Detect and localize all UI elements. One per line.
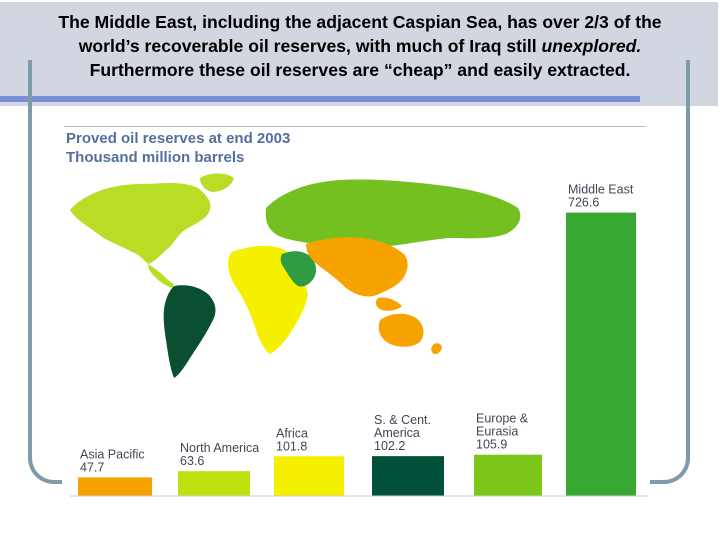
map-region-greenland bbox=[200, 173, 234, 192]
map-region-middle-east bbox=[280, 251, 317, 287]
category-label: Middle East bbox=[568, 183, 634, 197]
map-region-central-america bbox=[148, 264, 174, 288]
header-line-2: world’s recoverable oil reserves, with m… bbox=[0, 34, 720, 58]
map-region-europe-eurasia bbox=[265, 179, 521, 248]
category-label: Eurasia bbox=[476, 425, 518, 439]
chart-top-rule bbox=[64, 126, 646, 127]
bar-africa bbox=[274, 456, 344, 496]
map-region-new-zealand bbox=[431, 343, 442, 355]
header-line-2-text: world’s recoverable oil reserves, with m… bbox=[78, 36, 542, 56]
category-label: Africa bbox=[276, 426, 308, 440]
chart-panel: Proved oil reserves at end 2003 Thousand… bbox=[62, 122, 650, 506]
map-region-asia-pacific bbox=[306, 237, 408, 297]
world-map bbox=[70, 173, 521, 378]
header-line-2-emphasis: unexplored. bbox=[541, 36, 642, 56]
value-label: 102.2 bbox=[374, 439, 405, 453]
bar-middle-east bbox=[566, 212, 636, 496]
value-label: 726.6 bbox=[568, 196, 599, 210]
bar-s-cent-america bbox=[372, 456, 444, 496]
slide-header: The Middle East, including the adjacent … bbox=[0, 0, 720, 106]
map-region-australia bbox=[378, 313, 424, 347]
slide-header-text: The Middle East, including the adjacent … bbox=[0, 10, 720, 82]
chart-subtitle: Thousand million barrels bbox=[66, 149, 245, 166]
category-label: Europe & bbox=[476, 412, 529, 426]
category-label: Asia Pacific bbox=[80, 447, 145, 461]
category-label: North America bbox=[180, 441, 259, 455]
map-region-southeast-asia bbox=[375, 297, 402, 311]
bar-europe-eurasia bbox=[474, 454, 542, 496]
map-region-south-america bbox=[163, 285, 216, 378]
bar-north-america bbox=[178, 471, 250, 496]
value-label: 101.8 bbox=[276, 439, 307, 453]
header-background bbox=[0, 2, 718, 106]
header-line-1: The Middle East, including the adjacent … bbox=[58, 12, 662, 32]
category-label: S. & Cent. bbox=[374, 413, 431, 427]
header-underline bbox=[0, 96, 640, 102]
chart-title: Proved oil reserves at end 2003 bbox=[66, 130, 291, 147]
map-region-north-america bbox=[70, 183, 211, 264]
value-label: 47.7 bbox=[80, 460, 104, 474]
bar-asia-pacific bbox=[78, 477, 152, 496]
value-label: 63.6 bbox=[180, 454, 204, 468]
value-label: 105.9 bbox=[476, 438, 507, 452]
header-line-3: Furthermore these oil reserves are “chea… bbox=[89, 60, 631, 80]
category-label: America bbox=[374, 426, 420, 440]
bar-series bbox=[78, 212, 636, 496]
